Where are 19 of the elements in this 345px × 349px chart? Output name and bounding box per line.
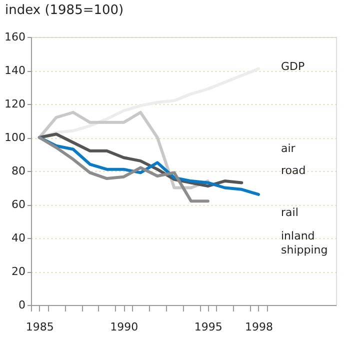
y-tick-label: 20 — [12, 265, 26, 278]
x-tick-label: 1998 — [244, 320, 273, 334]
x-tick-label: 1995 — [194, 320, 222, 334]
y-tick-label: 80 — [12, 164, 26, 178]
text: inland shipping — [281, 229, 328, 256]
y-tick-label: 40 — [12, 232, 26, 244]
y-tick-label: 140 — [4, 64, 26, 77]
text: GDP — [281, 60, 305, 74]
y-tick-label: 120 — [4, 98, 26, 110]
text: road — [281, 164, 306, 177]
text: rail — [281, 206, 298, 219]
x-tick-label: 1985 — [26, 320, 54, 334]
chart-title: index (1985=100) — [5, 3, 124, 18]
y-tick-label: 60 — [12, 198, 26, 211]
text: air — [281, 142, 296, 156]
x-tick-label: 1990 — [110, 320, 138, 334]
y-tick-label: 160 — [4, 30, 26, 44]
y-tick-label: 0 — [18, 298, 26, 312]
y-tick-label: 100 — [4, 131, 26, 144]
